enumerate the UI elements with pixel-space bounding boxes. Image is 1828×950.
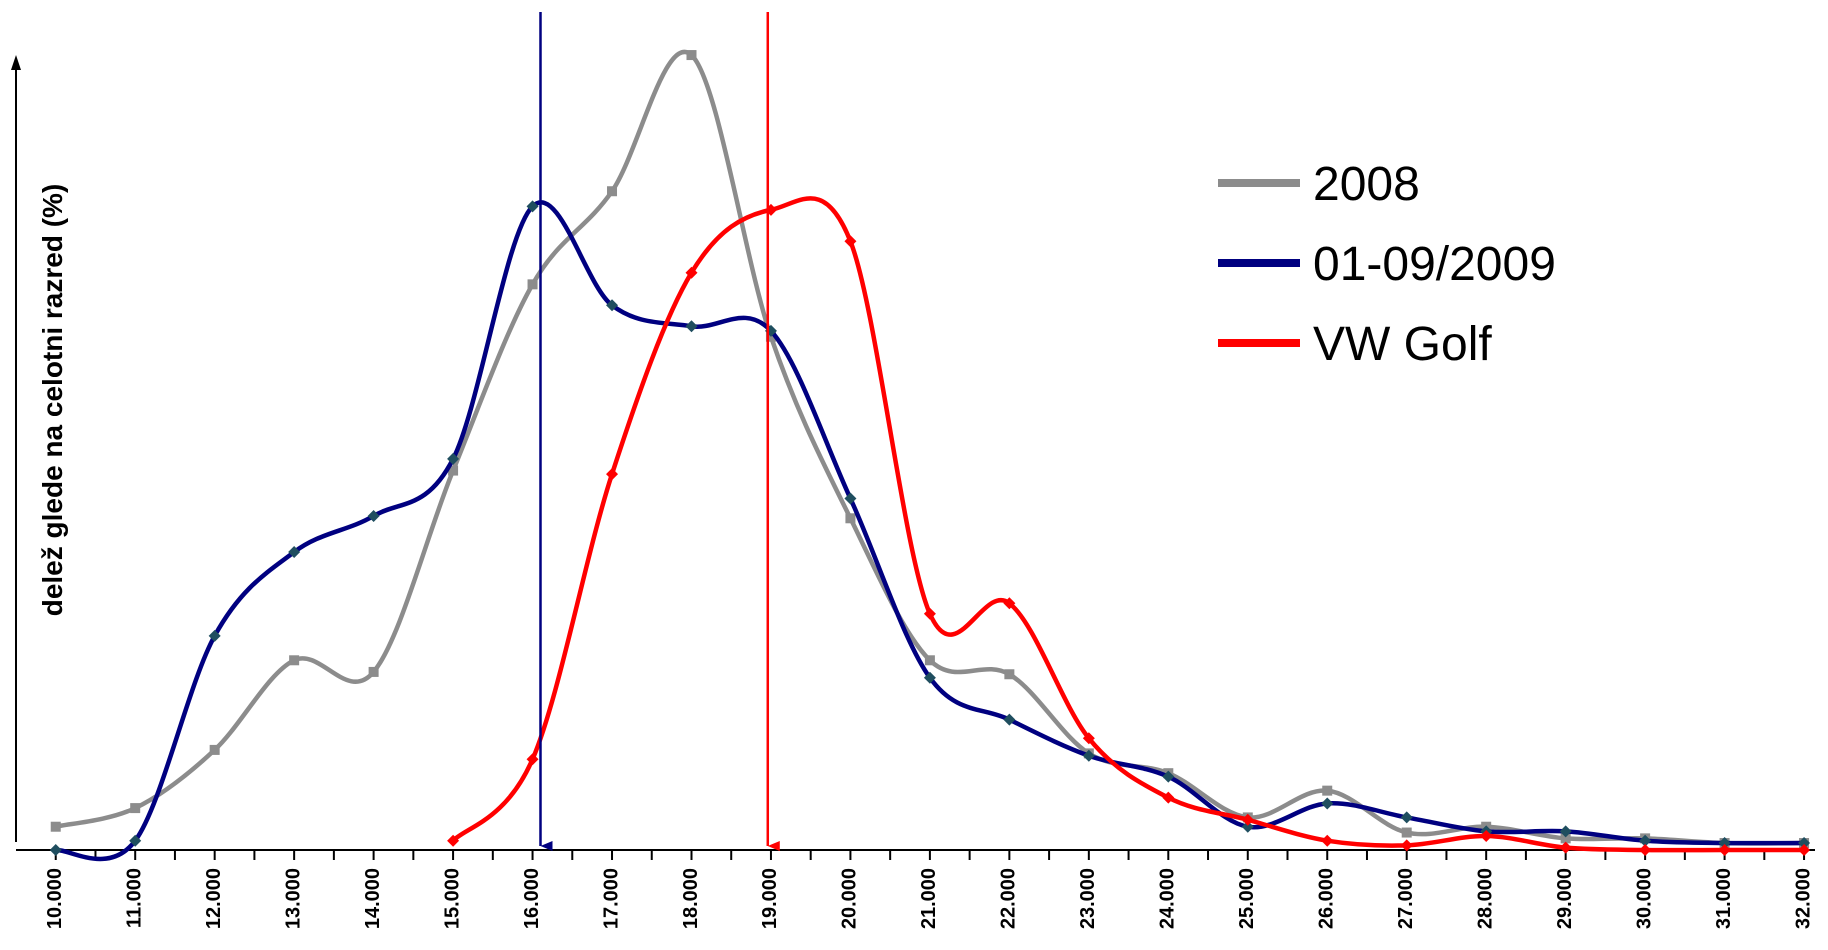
- point: [130, 803, 141, 814]
- point: [367, 509, 380, 522]
- x-tick-label: 24.000: [1157, 868, 1179, 929]
- point: [845, 513, 856, 524]
- point: [527, 279, 538, 290]
- point: [1718, 837, 1731, 850]
- point: [607, 186, 618, 197]
- point: [844, 235, 857, 248]
- x-tick-label: 29.000: [1554, 868, 1576, 929]
- point: [1559, 841, 1572, 854]
- point: [368, 666, 379, 677]
- series-line: [55, 49, 1805, 846]
- point: [1004, 669, 1015, 680]
- x-tick-label: 21.000: [918, 868, 940, 929]
- point: [1718, 844, 1731, 856]
- series-line: [55, 200, 1805, 862]
- point: [685, 320, 698, 333]
- point: [447, 452, 460, 465]
- x-tick-label: 31.000: [1713, 868, 1735, 929]
- point: [1082, 749, 1095, 762]
- point: [1639, 834, 1652, 847]
- point: [1798, 837, 1811, 850]
- x-tick-label: 17.000: [600, 868, 622, 929]
- point: [1401, 827, 1412, 838]
- series-line: [451, 196, 1805, 853]
- x-tick-label: 20.000: [839, 868, 861, 929]
- point: [1560, 833, 1571, 844]
- point: [1798, 844, 1811, 856]
- point: [1400, 839, 1413, 852]
- y-axis-label: delež glede na celotni razred (%): [37, 184, 68, 617]
- y-axis-arrow: [11, 55, 21, 70]
- point: [288, 546, 301, 559]
- x-tick-label: 30.000: [1633, 868, 1655, 929]
- point: [289, 655, 300, 666]
- x-tick-label: 13.000: [282, 868, 304, 929]
- x-tick-label: 28.000: [1474, 868, 1496, 929]
- point: [1162, 791, 1175, 804]
- point: [129, 834, 142, 847]
- point: [447, 834, 460, 847]
- x-tick-label: 23.000: [1077, 868, 1099, 929]
- point: [1241, 813, 1254, 826]
- point: [1003, 597, 1016, 610]
- x-tick-label: 11.000: [123, 868, 145, 928]
- point: [49, 844, 62, 856]
- point: [844, 492, 857, 505]
- x-tick-label: 15.000: [441, 868, 463, 929]
- point: [526, 753, 539, 766]
- point: [448, 465, 459, 476]
- point: [685, 266, 698, 279]
- point: [50, 821, 61, 832]
- legend-label: 2008: [1313, 158, 1420, 211]
- point: [606, 468, 619, 481]
- point: [923, 671, 936, 684]
- point: [1400, 811, 1413, 824]
- point: [923, 607, 936, 620]
- point: [1082, 732, 1095, 745]
- point: [1321, 797, 1334, 810]
- point: [606, 299, 619, 312]
- point: [1639, 844, 1652, 856]
- point: [1322, 785, 1333, 796]
- point: [1241, 820, 1254, 833]
- x-tick-label: 14.000: [362, 868, 384, 929]
- point: [1321, 834, 1334, 847]
- x-tick-label: 12.000: [203, 868, 225, 929]
- point: [924, 655, 935, 666]
- point: [526, 200, 539, 213]
- x-tick-label: 10.000: [44, 868, 66, 929]
- x-tick-label: 19.000: [759, 868, 781, 929]
- legend-label: VW Golf: [1313, 318, 1492, 371]
- point: [208, 629, 221, 642]
- x-tick-label: 16.000: [521, 868, 543, 929]
- x-tick-label: 32.000: [1792, 868, 1814, 929]
- x-tick-label: 18.000: [680, 868, 702, 929]
- point: [209, 744, 220, 755]
- legend-label: 01-09/2009: [1313, 238, 1556, 291]
- point: [1480, 830, 1493, 843]
- x-tick-label: 25.000: [1236, 868, 1258, 929]
- x-tick-label: 27.000: [1395, 868, 1417, 929]
- x-tick-label: 26.000: [1316, 868, 1338, 929]
- point: [686, 50, 697, 61]
- x-tick-label: 22.000: [998, 868, 1020, 929]
- point: [1162, 770, 1175, 783]
- point: [1003, 713, 1016, 726]
- point: [1559, 825, 1572, 838]
